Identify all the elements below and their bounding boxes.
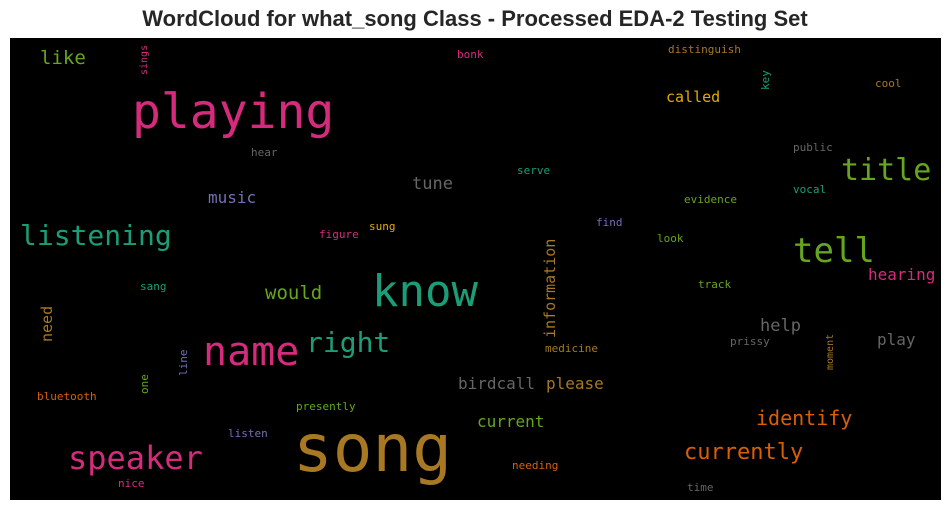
word-name: name [203, 329, 300, 375]
word-evidence: evidence [684, 193, 737, 206]
word-look: look [657, 232, 684, 245]
word-identify: identify [756, 406, 853, 430]
word-currently: currently [684, 440, 804, 465]
word-please: please [546, 374, 604, 393]
word-need: need [38, 305, 56, 342]
word-needing: needing [512, 459, 559, 472]
word-speaker: speaker [68, 439, 203, 477]
word-moment: moment [825, 333, 836, 370]
word-prissy: prissy [730, 335, 770, 348]
word-time: time [687, 481, 714, 494]
word-nice: nice [118, 477, 145, 490]
word-listen: listen [228, 427, 268, 440]
word-sings: sings [139, 44, 150, 75]
word-one: one [138, 374, 151, 394]
word-hearing: hearing [868, 265, 936, 284]
word-hear: hear [251, 146, 278, 159]
word-like: like [40, 47, 86, 69]
word-playing: playing [132, 84, 335, 140]
word-medicine: medicine [545, 342, 598, 355]
word-would: would [265, 282, 323, 304]
word-bluetooth: bluetooth [37, 390, 97, 403]
word-birdcall: birdcall [458, 374, 536, 393]
word-sung: sung [369, 220, 396, 233]
word-serve: serve [517, 164, 551, 177]
chart-title: WordCloud for what_song Class - Processe… [142, 6, 808, 31]
word-know: know [372, 266, 478, 317]
word-bonk: bonk [457, 48, 484, 61]
word-play: play [877, 330, 916, 349]
word-current: current [477, 412, 545, 431]
word-tune: tune [412, 174, 453, 194]
word-cloud-canvas: song playing know name tell title speaker liste… [10, 38, 941, 500]
word-title: title [841, 153, 932, 188]
word-vocal: vocal [793, 183, 827, 196]
word-music: music [208, 188, 257, 207]
word-public: public [793, 141, 833, 154]
word-called: called [666, 88, 721, 106]
word-tell: tell [793, 231, 875, 271]
word-key: key [759, 70, 772, 90]
word-distinguish: distinguish [668, 43, 741, 56]
word-line: line [177, 349, 190, 377]
word-right: right [306, 326, 391, 359]
word-help: help [760, 316, 801, 336]
word-find: find [596, 216, 623, 229]
word-listening: listening [20, 219, 172, 252]
word-cool: cool [875, 77, 902, 90]
word-presently: presently [296, 400, 356, 413]
word-figure: figure [319, 228, 359, 241]
word-sang: sang [140, 280, 167, 293]
word-information: information [541, 238, 559, 338]
word-song: song [293, 410, 452, 487]
word-track: track [698, 278, 732, 291]
